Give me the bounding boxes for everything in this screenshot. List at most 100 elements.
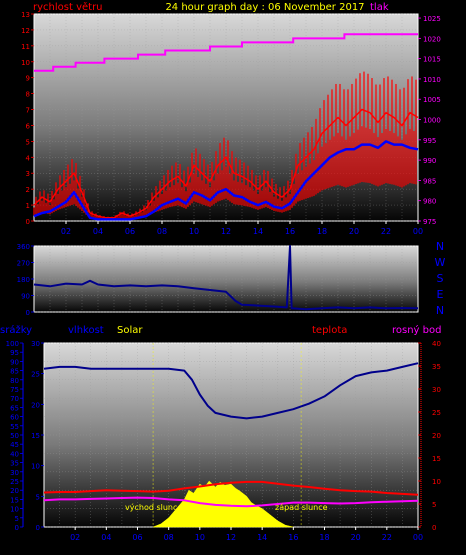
precipitation-ytick-label: 15: [10, 496, 19, 504]
compass-label: N: [436, 240, 444, 253]
panel3-xtick-label: 10: [195, 533, 205, 542]
wind-speed-ytick-label: 9: [26, 75, 30, 83]
precipitation-ytick-label: 75: [10, 386, 19, 394]
panel3-xtick-label: 22: [382, 533, 392, 542]
wind-speed-ytick-label: 11: [21, 43, 30, 51]
panel3-xtick-label: 20: [351, 533, 361, 542]
wind-speed-ytick-label: 2: [26, 186, 30, 194]
panel1-xtick-label: 18: [317, 227, 327, 236]
pressure-ytick-label: 995: [423, 137, 436, 145]
panel1-xtick-label: 06: [125, 227, 135, 236]
pressure-ytick-label: 1000: [423, 117, 441, 125]
compass-label: N: [436, 304, 444, 317]
wind-speed-ytick-label: 5: [26, 138, 30, 146]
wind-direction-ytick-label: 270: [17, 260, 30, 268]
pressure-axis-label: tlak: [370, 2, 389, 13]
temperature-ytick-label: 25: [432, 409, 441, 417]
solar-radiation-ytick-label: 0: [36, 524, 40, 532]
temperature-ytick-label: 15: [432, 455, 441, 463]
precipitation-ytick-label: 55: [10, 423, 19, 431]
precipitation-ytick-label: 30: [10, 469, 19, 477]
precipitation-ytick-label: 65: [10, 404, 19, 412]
pressure-ytick-label: 1015: [423, 56, 441, 64]
panel3-xtick-label: 12: [226, 533, 236, 542]
compass-label: E: [437, 288, 444, 301]
pressure-ytick-label: 990: [423, 157, 436, 165]
wind-speed-ytick-label: 3: [26, 170, 30, 178]
solar-radiation-ytick-label: 30: [31, 340, 40, 348]
dew-point-label: rosný bod: [392, 324, 441, 336]
solar-radiation-ytick-label: 25: [31, 371, 40, 379]
temperature-ytick-label: 5: [432, 501, 436, 509]
pressure-ytick-label: 1025: [423, 15, 441, 23]
panel1-xtick-label: 10: [189, 227, 199, 236]
panel1-xtick-label: 04: [93, 227, 103, 236]
pressure-ytick-label: 1020: [423, 35, 441, 43]
panel3-xtick-label: 06: [132, 533, 142, 542]
pressure-ytick-label: 1005: [423, 96, 441, 104]
precipitation-ytick-label: 80: [10, 377, 19, 385]
precipitation-ytick-label: 40: [10, 450, 19, 458]
wind-speed-ytick-label: 4: [26, 154, 31, 162]
panel1-xtick-label: 00: [413, 227, 423, 236]
precipitation-ytick-label: 10: [10, 506, 19, 514]
panel1-xtick-label: 22: [381, 227, 391, 236]
wind-speed-ytick-label: 0: [26, 218, 30, 226]
chart-title: 24 hour graph day : 06 November 2017: [165, 2, 364, 13]
panel1-xtick-label: 02: [61, 227, 71, 236]
wind-direction-ytick-label: 360: [17, 243, 30, 251]
precipitation-ytick-label: 85: [10, 368, 19, 376]
precipitation-ytick-label: 60: [10, 414, 19, 422]
sunset-annotation: západ slunce: [275, 503, 328, 512]
panel3-xtick-label: 00: [413, 533, 423, 542]
precipitation-ytick-label: 100: [6, 340, 19, 348]
solar-radiation-ytick-label: 10: [31, 463, 40, 471]
precipitation-ytick-label: 90: [10, 358, 19, 366]
panel3-xtick-label: 04: [101, 533, 111, 542]
panel3-xtick-label: 18: [319, 533, 329, 542]
panel1-xtick-label: 08: [157, 227, 167, 236]
temperature-ytick-label: 0: [432, 524, 436, 532]
solar-radiation-ytick-label: 15: [31, 432, 40, 440]
wind-direction-ytick-label: 90: [21, 293, 30, 301]
precipitation-ytick-label: 20: [10, 487, 19, 495]
temperature-series: [43, 480, 419, 496]
precipitation-ytick-label: 0: [15, 524, 19, 532]
precipitation-label: srážky: [0, 324, 32, 336]
panel3-xtick-label: 14: [257, 533, 267, 542]
precipitation-ytick-label: 70: [10, 395, 19, 403]
solar-label: Solar: [117, 325, 143, 336]
wind-gust-series-line: [33, 108, 419, 219]
humidity-label: vlhkost: [68, 325, 104, 336]
temperature-label: teplota: [312, 325, 347, 336]
temperature-ytick-label: 35: [432, 363, 441, 371]
temperature-ytick-label: 20: [432, 432, 441, 440]
sunrise-annotation: východ slunce: [125, 503, 182, 512]
pressure-series: [34, 33, 418, 72]
precipitation-ytick-label: 50: [10, 432, 19, 440]
humidity-series: [43, 362, 419, 420]
precipitation-ytick-label: 45: [10, 441, 19, 449]
pressure-ytick-label: 975: [423, 218, 436, 226]
precipitation-ytick-label: 25: [10, 478, 19, 486]
panel1-xtick-label: 20: [349, 227, 359, 236]
wind-direction-ytick-label: 180: [17, 276, 30, 284]
precipitation-ytick-label: 5: [15, 515, 19, 523]
wind-speed-ytick-label: 13: [21, 11, 30, 19]
wind-direction-ytick-label: 0: [26, 309, 30, 317]
precipitation-ytick-label: 35: [10, 460, 19, 468]
wind-speed-ytick-label: 7: [26, 107, 30, 115]
pressure-ytick-label: 985: [423, 177, 436, 185]
temperature-ytick-label: 10: [432, 478, 441, 486]
panel1-xtick-label: 14: [253, 227, 263, 236]
panel1-xtick-label: 12: [221, 227, 231, 236]
panel3-xtick-label: 02: [70, 533, 80, 542]
wind-speed-ytick-label: 10: [21, 59, 30, 67]
wind-speed-ytick-label: 8: [26, 91, 30, 99]
solar-radiation-ytick-label: 20: [31, 401, 40, 409]
dew-point-series: [43, 496, 419, 508]
wind-speed-ytick-label: 6: [26, 122, 31, 130]
panel1-xtick-label: 16: [285, 227, 295, 236]
